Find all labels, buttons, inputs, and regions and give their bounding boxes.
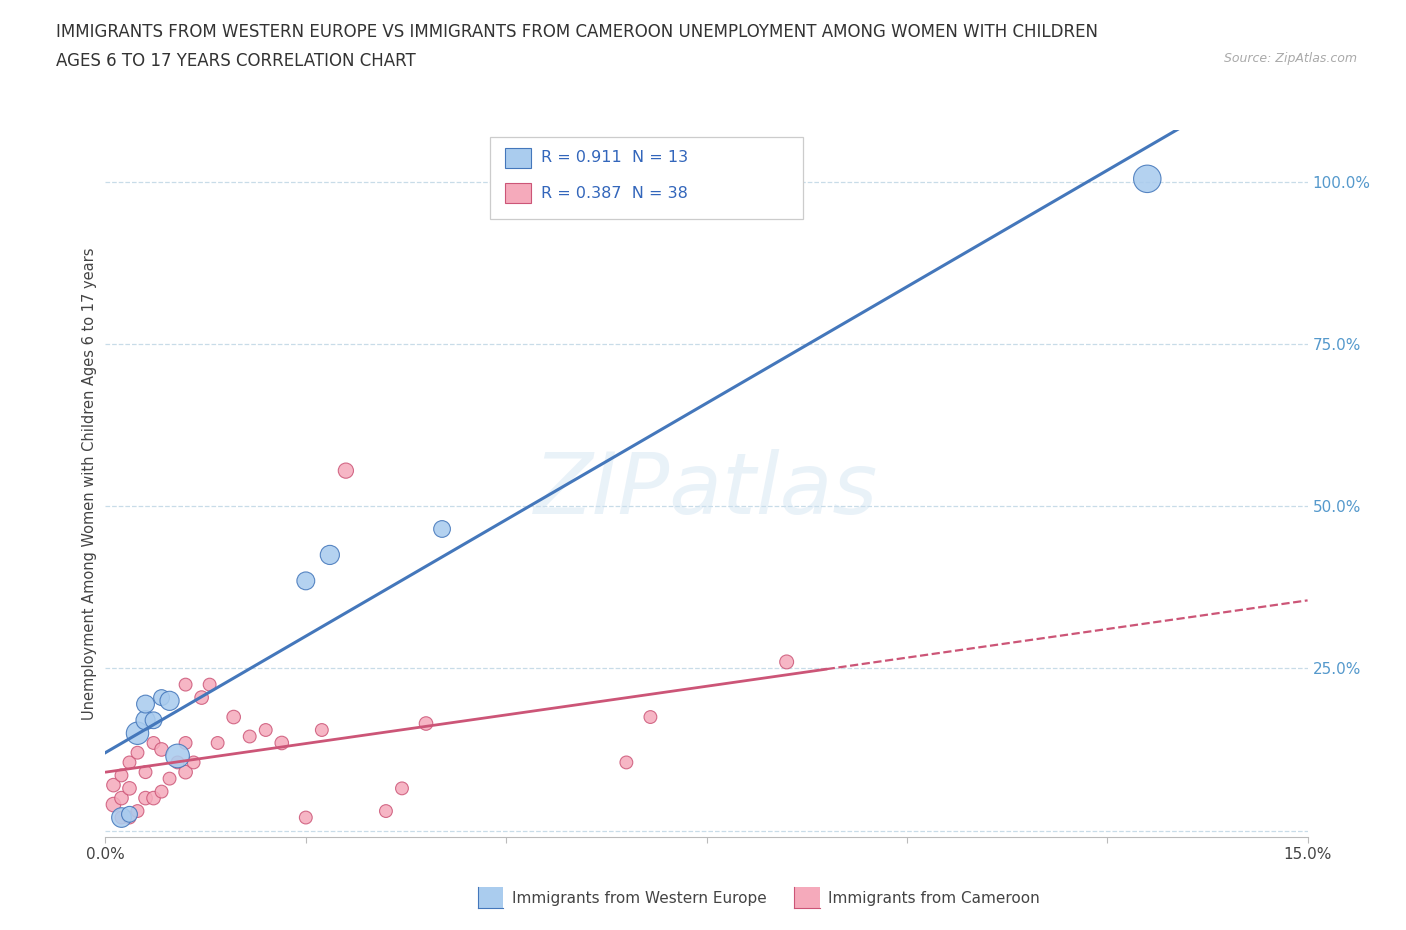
Point <box>239 729 262 744</box>
Point <box>295 810 318 825</box>
FancyBboxPatch shape <box>505 183 531 203</box>
Text: AGES 6 TO 17 YEARS CORRELATION CHART: AGES 6 TO 17 YEARS CORRELATION CHART <box>56 52 416 70</box>
Text: R = 0.387  N = 38: R = 0.387 N = 38 <box>541 186 688 201</box>
Point <box>127 804 149 818</box>
Point <box>270 736 292 751</box>
Point <box>640 710 662 724</box>
Text: Immigrants from Cameroon: Immigrants from Cameroon <box>828 891 1040 906</box>
Point <box>127 725 149 740</box>
Point <box>222 710 245 724</box>
Point <box>159 694 181 709</box>
Point <box>135 764 157 779</box>
Point <box>142 712 165 727</box>
Text: Immigrants from Western Europe: Immigrants from Western Europe <box>512 891 766 906</box>
Point <box>254 723 277 737</box>
Text: IMMIGRANTS FROM WESTERN EUROPE VS IMMIGRANTS FROM CAMEROON UNEMPLOYMENT AMONG WO: IMMIGRANTS FROM WESTERN EUROPE VS IMMIGR… <box>56 23 1098 41</box>
Point <box>110 768 132 783</box>
Point <box>166 755 188 770</box>
Point <box>118 781 141 796</box>
Point <box>198 677 221 692</box>
Point <box>166 749 188 764</box>
Point <box>110 790 132 805</box>
FancyBboxPatch shape <box>505 148 531 167</box>
Point <box>159 771 181 786</box>
Point <box>430 522 453 537</box>
Point <box>776 655 799 670</box>
Point <box>135 712 157 727</box>
Point <box>335 463 357 478</box>
Point <box>207 736 229 751</box>
Point <box>150 690 173 705</box>
Point <box>118 755 141 770</box>
Point <box>174 677 197 692</box>
Point <box>110 810 132 825</box>
Point <box>319 548 342 563</box>
Point <box>311 723 333 737</box>
Point <box>391 781 413 796</box>
Point <box>183 755 205 770</box>
Point <box>616 755 638 770</box>
Text: Source: ZipAtlas.com: Source: ZipAtlas.com <box>1223 52 1357 65</box>
Point <box>118 810 141 825</box>
Point <box>150 784 173 799</box>
Point <box>103 777 125 792</box>
Point <box>295 574 318 589</box>
Point <box>135 697 157 711</box>
Point <box>142 736 165 751</box>
Point <box>150 742 173 757</box>
Point <box>174 736 197 751</box>
Text: R = 0.911  N = 13: R = 0.911 N = 13 <box>541 151 688 166</box>
Point <box>1136 171 1159 186</box>
Text: ZIPatlas: ZIPatlas <box>534 449 879 532</box>
Point <box>127 745 149 760</box>
Point <box>174 764 197 779</box>
Y-axis label: Unemployment Among Women with Children Ages 6 to 17 years: Unemployment Among Women with Children A… <box>82 247 97 720</box>
Point <box>118 807 141 822</box>
Point <box>103 797 125 812</box>
Point <box>415 716 437 731</box>
Point <box>374 804 398 818</box>
Point <box>142 790 165 805</box>
Point <box>110 810 132 825</box>
Point <box>135 790 157 805</box>
FancyBboxPatch shape <box>491 138 803 219</box>
Point <box>190 690 212 705</box>
